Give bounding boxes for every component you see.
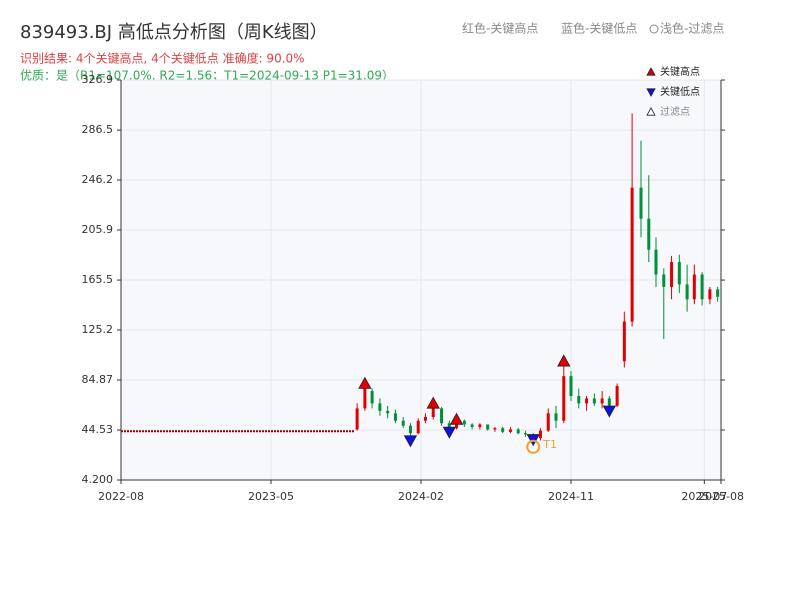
candle-body: [440, 408, 444, 424]
y-tick-label: 125.2: [82, 323, 114, 336]
candle-body: [538, 430, 542, 439]
key-point: [358, 376, 372, 389]
candle-body: [600, 398, 604, 404]
y-tick-label: 286.5: [82, 123, 114, 136]
candle-body: [639, 187, 643, 219]
candle-body: [431, 408, 435, 418]
candle-body: [486, 424, 490, 430]
candle-body: [393, 413, 397, 421]
x-tick-label: 2024-11: [548, 490, 594, 503]
candle-body: [386, 410, 390, 414]
candle-body: [370, 391, 374, 404]
y-tick-label: 44.53: [82, 423, 114, 436]
annotation-label: T1: [542, 438, 557, 451]
header-legend: 蓝色-关键低点: [561, 22, 637, 36]
key-point: [442, 426, 457, 439]
candle-body: [462, 420, 466, 425]
legend-label: 过滤点: [660, 105, 690, 118]
candle-body: [569, 376, 573, 396]
legend-label: 关键高点: [660, 65, 700, 78]
key-point: [557, 354, 571, 367]
y-tick-label: 165.5: [82, 273, 114, 286]
candle-body: [554, 413, 558, 421]
candle-body: [501, 428, 505, 432]
candle-body: [585, 398, 589, 404]
x-tick-label: 2025-08: [698, 490, 744, 503]
candle-body: [662, 274, 666, 287]
y-tick-label: 4.200: [82, 473, 114, 486]
candle-body: [592, 398, 596, 404]
legend-label: 关键低点: [660, 85, 700, 98]
y-tick-label: 246.2: [82, 173, 114, 186]
x-tick-label: 2024-02: [398, 490, 444, 503]
candle-body: [508, 429, 512, 432]
candle-body: [401, 420, 405, 426]
key-point: [602, 405, 617, 418]
candle-body: [685, 284, 689, 300]
chart-title: 839493.BJ 高低点分析图（周K线图）: [20, 22, 328, 43]
candle-body: [416, 420, 420, 434]
candle-body: [355, 408, 359, 430]
candle-body: [378, 403, 382, 411]
x-tick-label: 2025-07: [681, 490, 727, 503]
candle-body: [677, 262, 681, 285]
candle-body: [478, 424, 482, 427]
candle-body: [630, 187, 634, 322]
candle-body: [607, 398, 611, 406]
y-tick-label: 326.9: [82, 73, 114, 86]
key-point: [449, 412, 464, 425]
candle-body: [647, 218, 651, 250]
key-point: [403, 435, 418, 448]
candle-body: [654, 249, 658, 275]
candle-body: [546, 413, 550, 431]
candle-body: [408, 425, 412, 434]
key-point: [426, 396, 440, 409]
candle-body: [700, 274, 704, 300]
candle-body: [670, 262, 674, 287]
legend-symbol: [646, 67, 656, 76]
legend-symbol: [646, 88, 656, 97]
header-legend: 红色-关键高点: [462, 21, 538, 36]
candle-body: [363, 388, 367, 409]
candle-body: [716, 289, 720, 297]
candle-body: [447, 423, 451, 429]
candle-body: [516, 429, 520, 434]
subtitle: 优质：是（R1=107.0%, R2=1.56；T1=2024-09-13 P1…: [20, 69, 394, 83]
legend-symbol: [646, 107, 656, 116]
y-tick-label: 205.9: [82, 223, 114, 236]
candle-body: [493, 428, 497, 430]
candle-body: [562, 376, 566, 421]
candle-body: [615, 386, 619, 406]
candle-body: [470, 424, 474, 427]
candle-body: [622, 321, 626, 362]
candle-body: [523, 433, 527, 435]
header-legend: 浅色-过滤点: [660, 22, 724, 36]
x-tick-label: 2023-05: [248, 490, 294, 503]
y-tick-label: 84.87: [82, 373, 114, 386]
subtitle: 识别结果: 4个关键高点, 4个关键低点 准确度: 90.0%: [20, 51, 305, 66]
candle-body: [423, 417, 427, 421]
x-tick-label: 2022-08: [98, 490, 144, 503]
annotation-marker: [526, 439, 541, 454]
candle-body: [708, 289, 712, 300]
candle-body: [577, 395, 581, 404]
header-legend-symbol: [649, 24, 659, 34]
candle-body: [692, 274, 696, 300]
